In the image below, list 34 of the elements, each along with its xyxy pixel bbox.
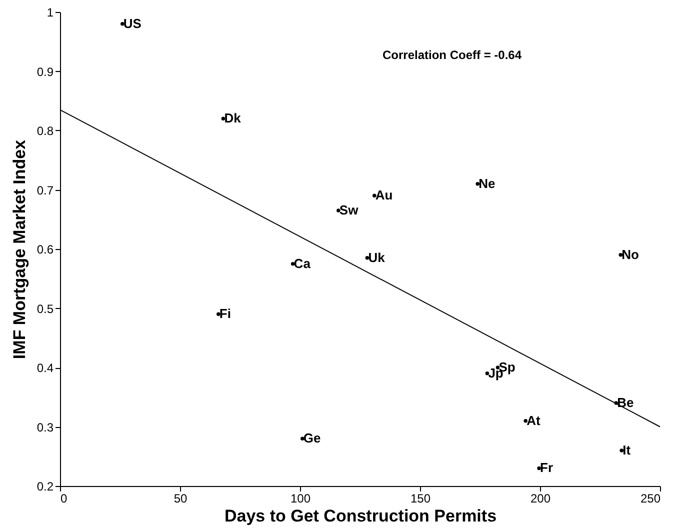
annotation: Fr: [540, 460, 554, 476]
annotation: No: [622, 246, 640, 262]
y-tick-label: 0.2: [36, 480, 54, 494]
annotation: Ge: [303, 430, 321, 446]
annotation: Correlation Coeff = -0.64: [382, 48, 522, 62]
y-axis-title: IMF Mortgage Market Index: [10, 139, 29, 360]
annotation: Be: [617, 395, 634, 410]
annotation: Ne: [478, 176, 496, 191]
y-tick-label: 0.7: [36, 183, 54, 198]
x-tick-label: 50: [174, 492, 188, 506]
annotation: Fi: [219, 306, 231, 322]
y-tick-label: 0.6: [36, 242, 54, 256]
annotation: Au: [375, 188, 393, 203]
annotation: Sw: [339, 202, 360, 218]
point: [620, 448, 624, 452]
y-tick-label: 0.3: [36, 420, 54, 434]
y-tick-label: 1: [46, 6, 54, 20]
annotation: At: [526, 412, 541, 428]
y-tick-label: 0.8: [36, 124, 54, 138]
x-tick-label: 150: [410, 492, 431, 506]
annotation: Ca: [294, 256, 312, 271]
x-tick-label: 200: [530, 492, 551, 506]
x-tick-label: 100: [290, 492, 311, 506]
y-tick-label: 0.4: [36, 361, 54, 375]
annotation: US: [123, 16, 142, 31]
annotation: Uk: [368, 250, 386, 265]
x-tick-label: 0: [60, 492, 68, 506]
annotation: Dk: [224, 110, 242, 126]
x-axis-title: Days to Get Construction Permits: [224, 506, 497, 526]
x-tick-label: 250: [640, 492, 661, 506]
y-tick-label: 0.5: [36, 302, 54, 316]
point: [476, 182, 480, 186]
annotation: It: [622, 442, 632, 458]
y-tick-label: 0.9: [36, 64, 54, 79]
